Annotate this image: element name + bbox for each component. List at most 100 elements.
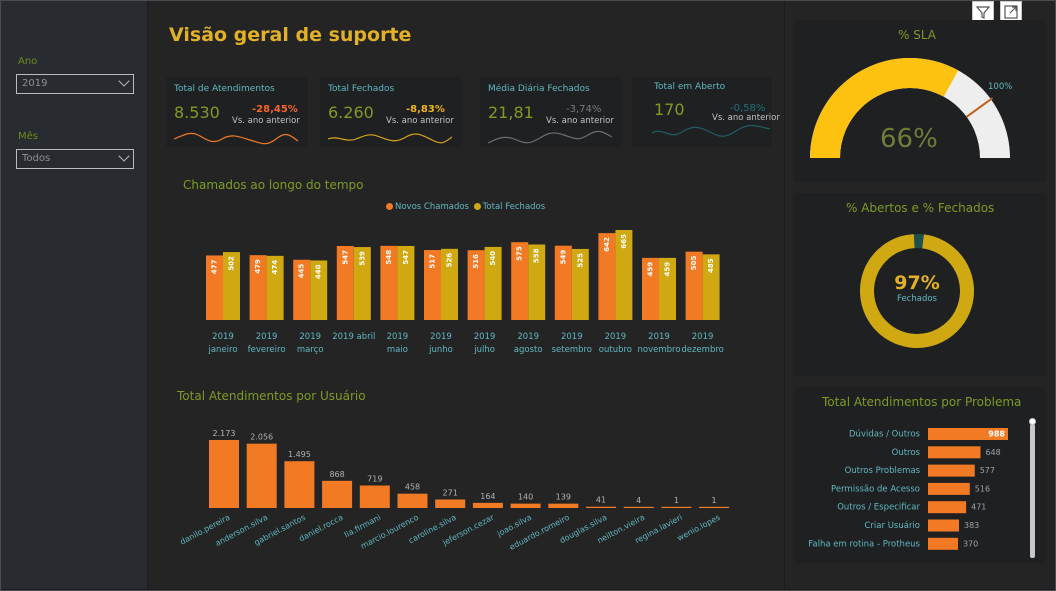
bar-data-label: 516 bbox=[472, 254, 480, 269]
user-bar[interactable] bbox=[510, 503, 541, 508]
user-bar-value-label: 868 bbox=[329, 470, 344, 479]
user-bar[interactable] bbox=[359, 485, 390, 508]
problem-label: Permissão de Acesso bbox=[831, 484, 920, 494]
bar-data-label: 505 bbox=[690, 256, 698, 271]
bar-novos[interactable] bbox=[206, 255, 223, 320]
bar-fechados[interactable] bbox=[702, 254, 720, 320]
x-tick-label: dezembro bbox=[681, 345, 724, 355]
donut-value: 97% bbox=[894, 272, 940, 294]
x-tick-label: 2019 bbox=[256, 332, 278, 342]
bar-data-label: 517 bbox=[429, 254, 437, 269]
chamados-chart-title: Chamados ao longo do tempo bbox=[183, 178, 364, 192]
scrollbar[interactable] bbox=[1030, 424, 1035, 558]
bar-novos[interactable] bbox=[642, 257, 659, 320]
problem-bar[interactable] bbox=[928, 428, 1008, 440]
abertos-title: % Abertos e % Fechados bbox=[846, 201, 995, 215]
bar-data-label: 459 bbox=[647, 262, 655, 277]
kpi-card-total-aberto[interactable]: Total em Aberto 170 -0,58% Vs. ano anter… bbox=[632, 77, 780, 147]
problem-value-label: 370 bbox=[963, 539, 978, 548]
kpi-card-total-fechados[interactable]: Total Fechados 6.260 -8,83% Vs. ano ante… bbox=[320, 77, 462, 147]
bar-fechados[interactable] bbox=[223, 252, 240, 320]
legend-label-novos: Novos Chamados bbox=[395, 202, 469, 212]
user-bar[interactable] bbox=[397, 493, 428, 508]
user-bar[interactable] bbox=[586, 506, 616, 508]
bar-novos[interactable] bbox=[249, 255, 267, 320]
user-bar[interactable] bbox=[284, 461, 315, 508]
month-slicer-dropdown[interactable]: Todos bbox=[16, 149, 134, 169]
filter-panel bbox=[1, 1, 147, 589]
problem-bar[interactable] bbox=[928, 519, 960, 532]
problem-bar[interactable] bbox=[928, 537, 958, 550]
kpi-card-media-diaria[interactable]: Média Diária Fechados 21,81 -3,74% Vs. a… bbox=[480, 77, 622, 147]
kpi-subtitle: Vs. ano anterior bbox=[712, 113, 780, 123]
page-title: Visão geral de suporte bbox=[169, 24, 412, 46]
user-bar-value-label: 164 bbox=[480, 492, 495, 501]
kpi-card-total-atendimentos[interactable]: Total de Atendimentos 8.530 -28,45% Vs. … bbox=[166, 77, 308, 147]
bar-fechados[interactable] bbox=[441, 248, 458, 320]
bar-fechados[interactable] bbox=[353, 247, 371, 320]
bar-fechados[interactable] bbox=[659, 257, 676, 320]
kpi-title: Total Fechados bbox=[328, 84, 395, 94]
bar-fechados[interactable] bbox=[615, 230, 633, 320]
problem-bar[interactable] bbox=[928, 446, 981, 459]
x-tick-label: maio bbox=[387, 345, 408, 355]
bar-novos[interactable] bbox=[511, 242, 529, 320]
bar-novos[interactable] bbox=[685, 251, 703, 320]
user-bar[interactable] bbox=[623, 506, 654, 508]
kpi-sparkline bbox=[327, 133, 453, 144]
x-tick-label: 2019 bbox=[648, 332, 670, 342]
problemas-title: Total Atendimentos por Problema bbox=[822, 395, 1022, 409]
bar-novos[interactable] bbox=[467, 250, 485, 320]
bar-data-label: 485 bbox=[707, 258, 715, 273]
bar-fechados[interactable] bbox=[528, 244, 546, 320]
problem-bar[interactable] bbox=[928, 482, 970, 495]
user-bar-value-label: 2.173 bbox=[213, 429, 236, 438]
scrollbar-handle[interactable] bbox=[1029, 418, 1036, 425]
user-bar[interactable] bbox=[661, 506, 692, 508]
year-slicer-dropdown[interactable]: 2019 bbox=[16, 74, 134, 94]
bar-novos[interactable] bbox=[424, 250, 441, 320]
chamados-legend: Novos Chamados Total Fechados bbox=[386, 202, 545, 212]
bar-novos[interactable] bbox=[336, 245, 354, 320]
bar-data-label: 548 bbox=[385, 250, 393, 265]
user-bar[interactable] bbox=[435, 499, 466, 508]
donut-sub-label: Fechados bbox=[897, 294, 937, 304]
legend-label-fechados: Total Fechados bbox=[482, 202, 546, 212]
bar-novos[interactable] bbox=[293, 259, 311, 320]
problem-label: Outros Problemas bbox=[845, 466, 921, 476]
user-bar[interactable] bbox=[209, 440, 239, 508]
bar-data-label: 445 bbox=[298, 264, 306, 279]
kpi-sparkline bbox=[487, 130, 613, 144]
sla-title: % SLA bbox=[898, 28, 937, 42]
x-tick-label: novembro bbox=[637, 345, 680, 355]
bar-fechados[interactable] bbox=[397, 245, 415, 320]
user-bar[interactable] bbox=[322, 480, 353, 508]
user-bar[interactable] bbox=[246, 443, 277, 508]
bar-fechados[interactable] bbox=[571, 248, 589, 320]
problem-bar[interactable] bbox=[928, 501, 967, 514]
kpi-change: -28,45% bbox=[252, 104, 298, 115]
bar-fechados[interactable] bbox=[266, 255, 284, 320]
kpi-title: Total de Atendimentos bbox=[174, 84, 275, 94]
problem-bar[interactable] bbox=[928, 464, 975, 477]
user-bar[interactable] bbox=[699, 506, 730, 508]
x-tick-label: 2019 bbox=[387, 332, 409, 342]
bar-data-label: 459 bbox=[664, 262, 672, 277]
kpi-subtitle: Vs. ano anterior bbox=[232, 116, 300, 126]
bar-novos[interactable] bbox=[598, 233, 616, 320]
bar-novos[interactable] bbox=[380, 245, 398, 320]
user-bar[interactable] bbox=[472, 502, 503, 508]
bar-novos[interactable] bbox=[554, 245, 572, 320]
bar-fechados[interactable] bbox=[484, 246, 502, 320]
x-tick-label: 2019 bbox=[692, 332, 714, 342]
user-bar-value-label: 139 bbox=[556, 493, 571, 502]
sla-value: 66% bbox=[880, 124, 938, 154]
user-bar[interactable] bbox=[548, 503, 579, 508]
bar-fechados[interactable] bbox=[310, 260, 328, 320]
kpi-value: 8.530 bbox=[174, 103, 220, 122]
